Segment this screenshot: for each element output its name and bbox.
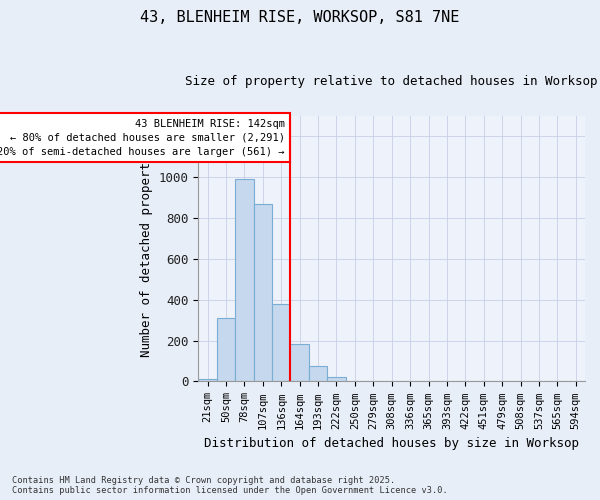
Text: Contains HM Land Registry data © Crown copyright and database right 2025.
Contai: Contains HM Land Registry data © Crown c… [12, 476, 448, 495]
Bar [217, 318, 235, 382]
X-axis label: Distribution of detached houses by size in Worksop: Distribution of detached houses by size … [204, 437, 579, 450]
Bar [290, 344, 309, 382]
Bar [235, 179, 254, 382]
Title: Size of property relative to detached houses in Worksop: Size of property relative to detached ho… [185, 75, 598, 88]
Text: 43 BLENHEIM RISE: 142sqm
← 80% of detached houses are smaller (2,291)
20% of sem: 43 BLENHEIM RISE: 142sqm ← 80% of detach… [0, 118, 285, 156]
Bar [327, 378, 346, 382]
Bar [254, 204, 272, 382]
Text: 43, BLENHEIM RISE, WORKSOP, S81 7NE: 43, BLENHEIM RISE, WORKSOP, S81 7NE [140, 10, 460, 25]
Bar [272, 304, 290, 382]
Bar [309, 366, 327, 382]
Y-axis label: Number of detached properties: Number of detached properties [140, 140, 153, 357]
Bar [199, 380, 217, 382]
